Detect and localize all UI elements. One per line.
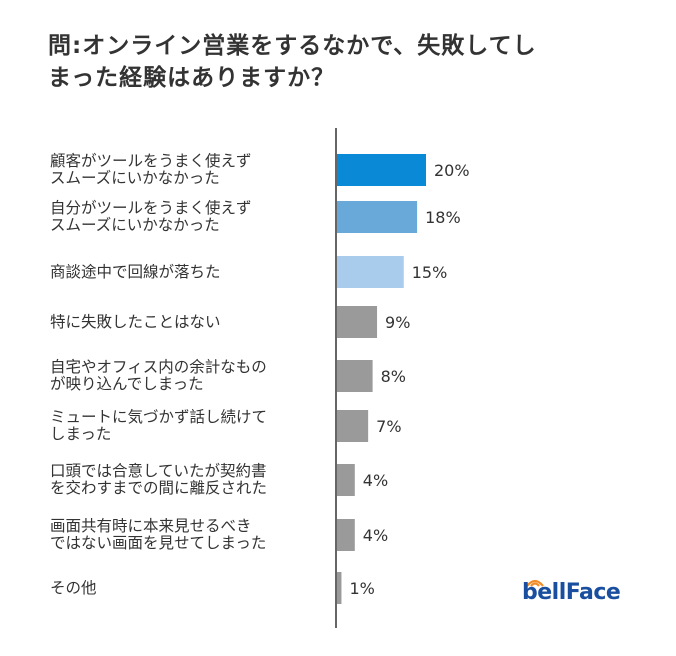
bar-8 [337,519,355,551]
bar-value-label-9: 1% [349,579,374,598]
bar-7 [337,464,355,496]
chart-title: 問:オンライン営業をするなかで、失敗してし まった経験はありますか？ [48,30,648,94]
category-label-8: 画面共有時に本来見せるべき ではない画面を見せてしまった [50,518,330,552]
category-label-2-line-2: スムーズにいかなかった [50,216,220,234]
category-label-8-line-2: ではない画面を見せてしまった [50,534,267,552]
bar-value-label-4: 9% [385,313,410,332]
bar-9 [337,572,342,604]
bar-value-label-5: 8% [381,367,406,386]
category-label-2: 自分がツールをうまく使えず スムーズにいかなかった [50,200,330,234]
category-label-1: 顧客がツールをうまく使えず スムーズにいかなかった [50,153,330,187]
category-label-3-line-1: 商談途中で回線が落ちた [50,262,221,281]
category-label-1-line-1: 顧客がツールをうまく使えず [50,152,252,170]
category-label-5-line-2: が映り込んでしまった [50,375,204,393]
category-label-1-line-2: スムーズにいかなかった [50,169,220,187]
category-label-9: その他 [50,578,330,597]
category-label-8-line-1: 画面共有時に本来見せるべき [50,517,252,535]
bar-value-label-3: 15% [412,263,448,282]
logo-signal-icon [526,579,544,587]
bar-value-label-6: 7% [376,417,401,436]
category-label-6: ミュートに気づかず話し続けて しまった [50,409,330,443]
category-label-4-line-1: 特に失敗したことはない [50,312,221,331]
bar-1 [337,154,426,186]
bar-5 [337,360,373,392]
bar-2 [337,201,418,233]
bar-6 [337,410,369,442]
category-label-7-line-1: 口頭では合意していたが契約書 [50,462,267,480]
category-label-5-line-1: 自宅やオフィス内の余計なもの [50,358,267,376]
bar-3 [337,256,404,288]
chart-title-line-1: 問:オンライン営業をするなかで、失敗してし [48,33,537,59]
category-label-6-line-1: ミュートに気づかず話し続けて [50,408,268,426]
bars-group: 20% 18% 15% 9% 8% 7% 4% 4% 1% [337,154,470,604]
category-label-5: 自宅やオフィス内の余計なもの が映り込んでしまった [50,359,330,393]
brand-logo: bellFace [522,580,621,605]
category-label-4: 特に失敗したことはない [50,312,330,331]
category-label-7-line-2: を交わすまでの間に離反された [50,479,268,497]
bar-4 [337,306,378,338]
bar-value-label-8: 4% [363,526,388,545]
chart-title-line-2: まった経験はありますか？ [48,65,336,91]
category-label-9-line-1: その他 [50,578,97,597]
category-label-6-line-2: しまった [50,425,112,443]
bar-value-label-2: 18% [425,208,461,227]
category-label-7: 口頭では合意していたが契約書 を交わすまでの間に離反された [50,463,330,497]
bar-value-label-1: 20% [434,161,470,180]
category-label-2-line-1: 自分がツールをうまく使えず [50,199,252,217]
category-label-3: 商談途中で回線が落ちた [50,262,330,281]
bar-value-label-7: 4% [363,471,388,490]
